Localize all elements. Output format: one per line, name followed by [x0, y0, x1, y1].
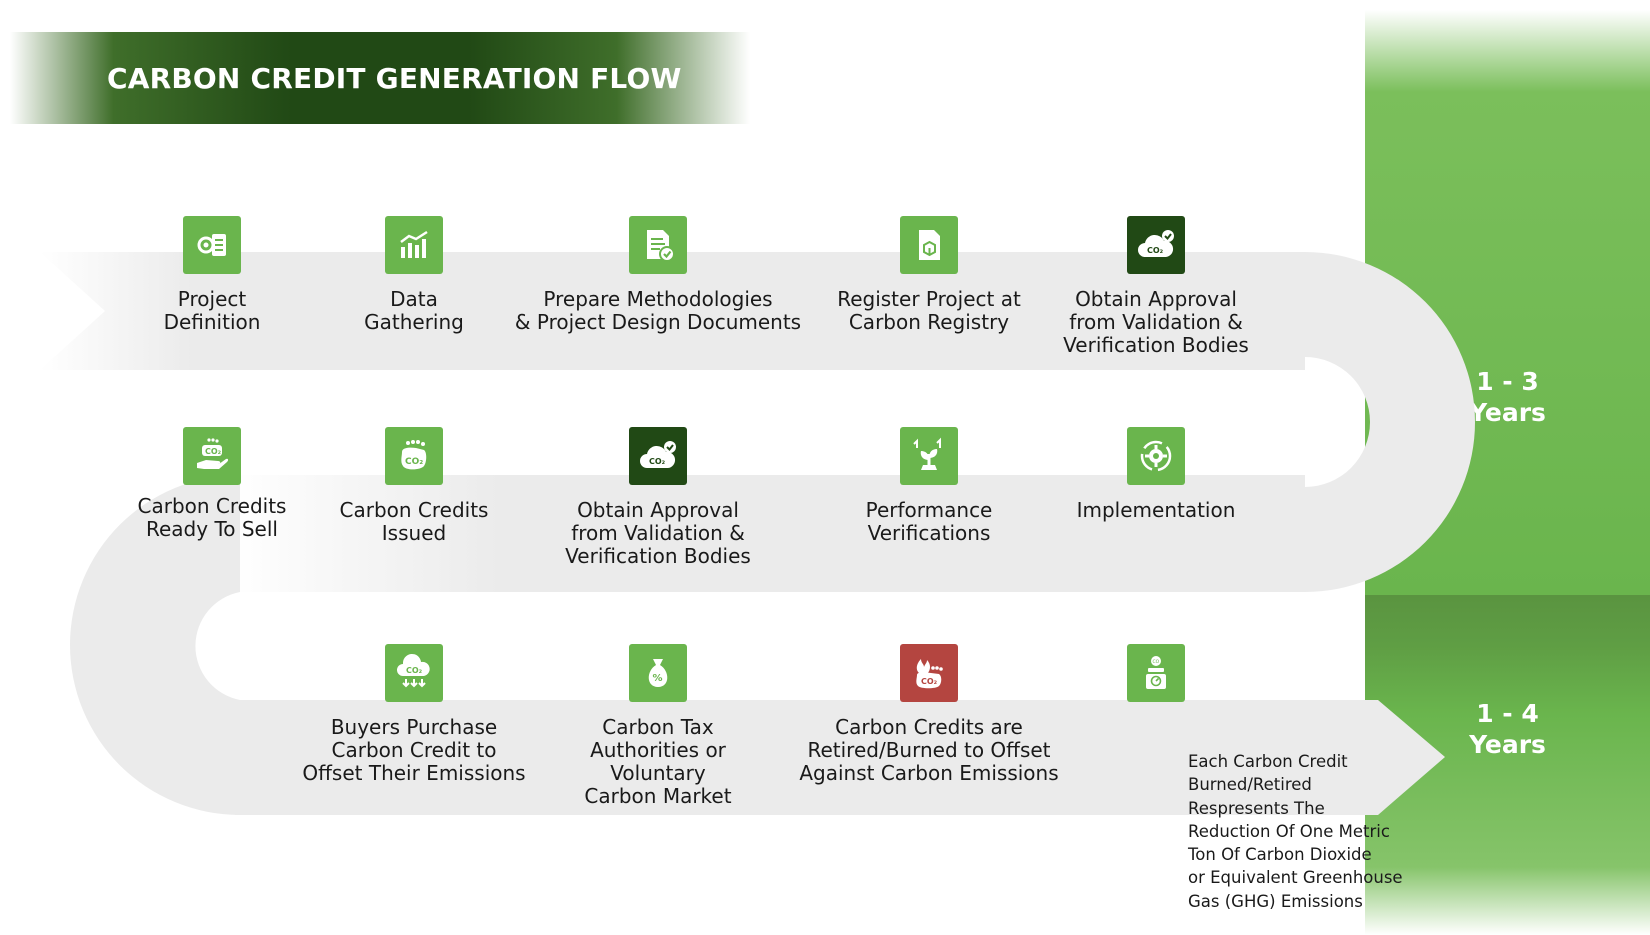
step-9: CO₂ Carbon Credits Issued [264, 427, 564, 545]
bar-chart-icon [385, 216, 443, 274]
step-6: Implementation [1006, 427, 1306, 522]
duration-unit: Years [1469, 730, 1546, 759]
step-1: Project Definition [62, 216, 362, 334]
step-12: % Carbon Tax Authorities or Voluntary Car… [508, 644, 808, 808]
path-turn-right [1305, 252, 1475, 592]
step-13: CO₂ Carbon Credits are Retired/Burned to … [779, 644, 1079, 785]
step-3: Prepare Methodologies & Project Design D… [508, 216, 808, 334]
duration-label-second: 1 - 4 Years [1365, 698, 1650, 760]
step-label: Register Project at Carbon Registry [837, 287, 1021, 334]
step-label: Carbon Credits are Retired/Burned to Off… [799, 715, 1059, 785]
step-5: CO₂ Obtain Approval from Validation & Ver… [1006, 216, 1306, 357]
svg-text:CO₂: CO₂ [405, 457, 423, 467]
co2-cloud-check-icon: CO₂ [1127, 216, 1185, 274]
step-8: CO₂ Obtain Approval from Validation & Ver… [508, 427, 808, 568]
svg-text:CO₂: CO₂ [1147, 246, 1164, 255]
title-banner: CARBON CREDIT GENERATION FLOW [10, 32, 750, 124]
register-document-icon [900, 216, 958, 274]
co2-hand-icon: CO₂ [183, 427, 241, 485]
step-4: Register Project at Carbon Registry [779, 216, 1079, 334]
path-row-1 [40, 252, 1305, 370]
svg-text:CO₂: CO₂ [921, 677, 938, 686]
step-label: Carbon Credits Issued [339, 498, 489, 545]
path-turn-left [70, 475, 240, 815]
svg-text:CO: CO [1153, 659, 1160, 665]
step-label: Data Gathering [364, 287, 464, 334]
svg-text:CO₂: CO₂ [649, 457, 666, 466]
ghg-note: Each Carbon Credit Burned/Retired Respre… [1188, 752, 1403, 911]
page-title: CARBON CREDIT GENERATION FLOW [107, 62, 682, 95]
step-11: CO₂ Buyers Purchase Carbon Credit to Offs… [264, 644, 564, 785]
step-7: Performance Verifications [779, 427, 1079, 545]
step-14: CO [1006, 644, 1306, 702]
co2-meter-icon: CO [1127, 644, 1185, 702]
money-bag-icon: % [629, 644, 687, 702]
duration-value: 1 - 4 [1476, 699, 1539, 728]
gear-cycle-icon [1127, 427, 1185, 485]
duration-value: 1 - 3 [1476, 367, 1539, 396]
step-label: Carbon Credits Ready To Sell [137, 494, 287, 541]
svg-text:CO₂: CO₂ [205, 447, 222, 456]
svg-text:CO₂: CO₂ [406, 666, 423, 675]
step-label: Prepare Methodologies & Project Design D… [514, 287, 802, 334]
co2-fire-icon: CO₂ [900, 644, 958, 702]
co2-footprint-icon: CO₂ [385, 427, 443, 485]
duration-unit: Years [1469, 398, 1546, 427]
step-10: CO₂ Carbon Credits Ready To Sell [62, 427, 362, 541]
co2-cloud-down-icon: CO₂ [385, 644, 443, 702]
step-label: Implementation [1076, 498, 1236, 522]
project-definition-icon [183, 216, 241, 274]
plant-growth-icon [900, 427, 958, 485]
step-label: Obtain Approval from Validation & Verifi… [1063, 287, 1249, 357]
document-check-icon [629, 216, 687, 274]
svg-text:%: % [653, 673, 663, 684]
path-row-2 [230, 475, 1305, 592]
step-label: Project Definition [163, 287, 261, 334]
duration-label-first: 1 - 3 Years [1365, 366, 1650, 428]
step-label: Obtain Approval from Validation & Verifi… [565, 498, 751, 568]
step-label: Carbon Tax Authorities or Voluntary Carb… [584, 715, 732, 808]
co2-cloud-check-icon: CO₂ [629, 427, 687, 485]
step-label: Buyers Purchase Carbon Credit to Offset … [302, 715, 526, 785]
step-2: Data Gathering [264, 216, 564, 334]
step-label: Performance Verifications [865, 498, 993, 545]
path-row-3 [235, 700, 1445, 815]
